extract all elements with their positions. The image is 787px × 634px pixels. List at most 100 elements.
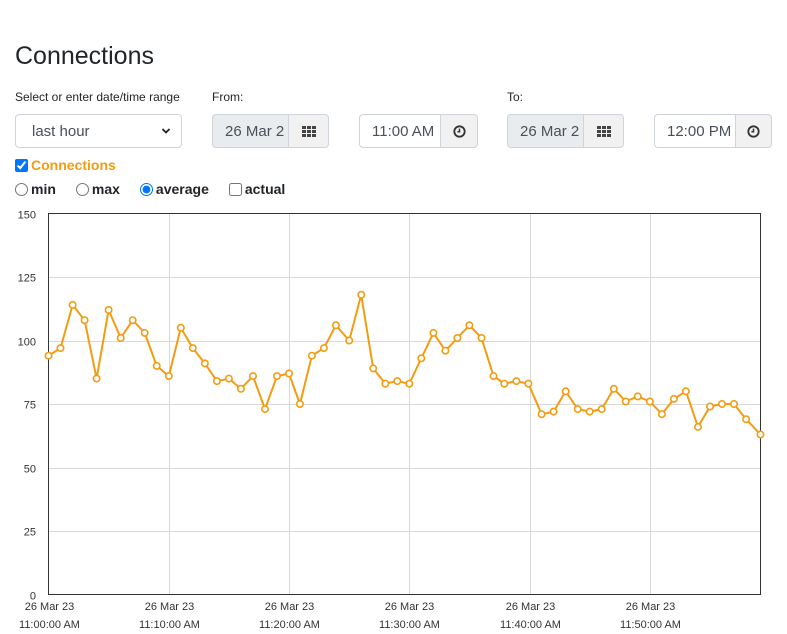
data-point [188, 344, 197, 353]
calendar-grid-icon [596, 125, 611, 137]
range-select-value: last hour [32, 122, 90, 140]
data-point [756, 430, 765, 439]
x-tick-time-label: 11:40:00 AM [500, 619, 561, 631]
data-point [500, 379, 509, 388]
data-point [200, 359, 209, 368]
to-date-input[interactable]: 26 Mar 2 [507, 114, 583, 148]
data-point [693, 422, 702, 431]
data-point [224, 374, 233, 383]
average-radio[interactable] [139, 182, 153, 196]
data-point [44, 351, 53, 360]
connections-checkbox-label: Connections [31, 157, 116, 173]
data-point [128, 316, 137, 325]
data-point [405, 379, 414, 388]
to-calendar-button[interactable] [583, 114, 624, 148]
data-point [429, 328, 438, 337]
actual-checkbox[interactable] [228, 182, 242, 196]
data-point [381, 379, 390, 388]
option-min[interactable]: min [15, 181, 56, 197]
data-point [260, 405, 269, 414]
connections-chart: 0 25 50 75 100 125 150 26 Mar 23 11:00:00 AM 26 M… [18, 210, 765, 631]
from-clock-button[interactable] [440, 114, 478, 148]
data-point [212, 377, 221, 386]
data-point [56, 344, 65, 353]
from-calendar-button[interactable] [288, 114, 329, 148]
data-point [609, 384, 618, 393]
max-radio[interactable] [75, 182, 89, 196]
data-point [561, 387, 570, 396]
calendar-grid-icon [301, 125, 316, 137]
data-point [585, 407, 594, 416]
data-point [104, 306, 113, 315]
data-point [307, 351, 316, 360]
data-point [489, 372, 498, 381]
data-point [621, 397, 630, 406]
max-label: max [91, 181, 120, 197]
data-point [512, 377, 521, 386]
y-tick-label: 100 [18, 337, 36, 349]
y-tick-label: 125 [18, 273, 36, 285]
from-time-input[interactable]: 11:00 AM [359, 114, 440, 148]
clock-icon [747, 124, 760, 138]
data-point [164, 372, 173, 381]
x-tick-date-label: 26 Mar 23 [25, 601, 75, 613]
data-point [681, 387, 690, 396]
data-point [176, 323, 185, 332]
data-point [669, 394, 678, 403]
y-tick-label: 75 [24, 400, 36, 412]
clock-icon [452, 124, 466, 138]
average-label: average [155, 181, 209, 197]
data-point [549, 407, 558, 416]
data-point [705, 402, 714, 411]
data-point [537, 410, 546, 419]
data-point [717, 400, 726, 409]
x-tick-time-label: 11:10:00 AM [139, 619, 200, 631]
data-point [116, 334, 125, 343]
data-point [441, 346, 450, 355]
x-tick-date-label: 26 Mar 23 [506, 601, 556, 613]
to-time-group: 12:00 PM [654, 114, 772, 148]
x-tick-time-label: 11:20:00 AM [259, 619, 320, 631]
x-tick-time-label: 11:50:00 AM [620, 619, 681, 631]
data-point [597, 405, 606, 414]
x-tick-date-label: 26 Mar 23 [145, 601, 195, 613]
data-point [345, 336, 354, 345]
to-clock-button[interactable] [735, 114, 772, 148]
min-radio[interactable] [15, 182, 28, 196]
option-average[interactable]: average [139, 181, 209, 197]
option-max[interactable]: max [75, 181, 120, 197]
range-select[interactable]: last hour [15, 114, 182, 148]
option-actual[interactable]: actual [228, 181, 286, 197]
x-tick-date-label: 26 Mar 23 [626, 601, 676, 613]
from-date-input[interactable]: 26 Mar 2 [212, 114, 288, 148]
data-point [729, 400, 738, 409]
data-point [357, 290, 366, 299]
data-point [331, 321, 340, 330]
x-tick-time-label: 11:30:00 AM [379, 619, 440, 631]
data-point [236, 384, 245, 393]
to-time-input[interactable]: 12:00 PM [654, 114, 735, 148]
y-tick-label: 25 [24, 527, 36, 539]
aggregation-options: min max average actual [15, 181, 305, 197]
data-point [742, 415, 751, 424]
y-tick-label: 150 [18, 210, 36, 222]
x-tick-date-label: 26 Mar 23 [265, 601, 315, 613]
range-label: Select or enter date/time range [15, 90, 180, 104]
data-point [393, 377, 402, 386]
min-label: min [31, 181, 56, 197]
data-point [249, 372, 258, 381]
data-point [272, 372, 281, 381]
to-date-group: 26 Mar 2 [507, 114, 624, 148]
connections-toggle: Connections [15, 157, 116, 173]
data-point [657, 410, 666, 419]
data-point [573, 405, 582, 414]
data-point [92, 374, 101, 383]
data-point [633, 392, 642, 401]
chevron-down-icon [161, 128, 171, 134]
connections-checkbox[interactable] [15, 158, 28, 172]
actual-label: actual [244, 181, 286, 197]
data-point [295, 400, 304, 409]
from-label: From: [212, 90, 244, 104]
data-point [152, 361, 161, 370]
to-label: To: [507, 90, 524, 104]
